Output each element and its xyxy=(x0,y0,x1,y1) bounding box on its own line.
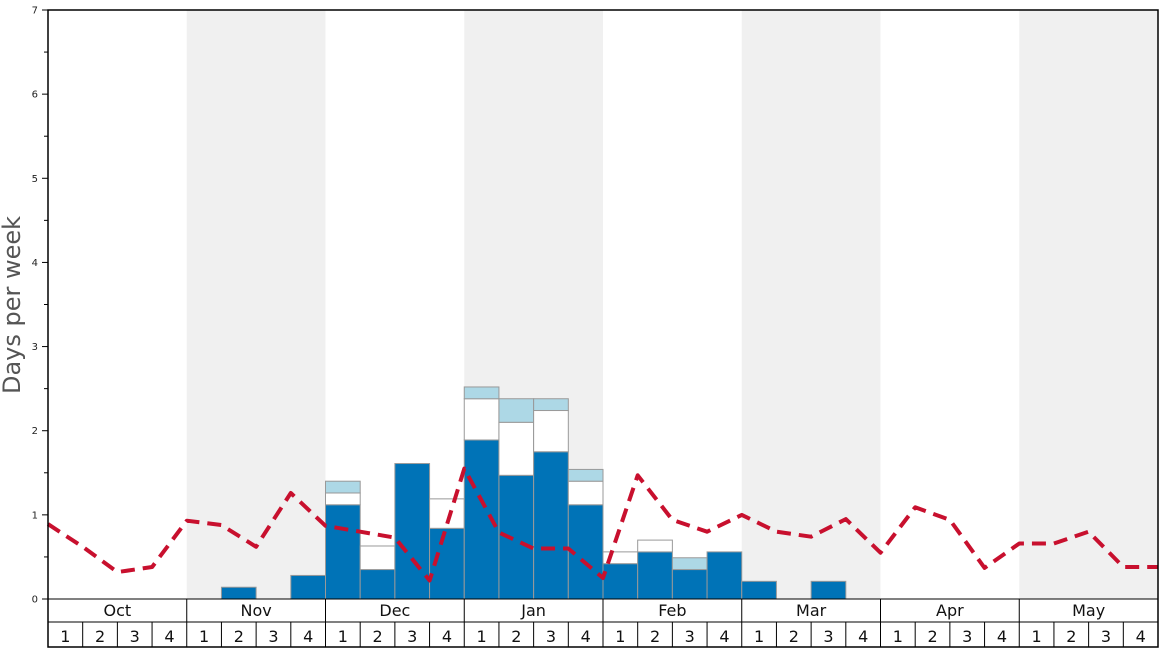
y-tick-label: 6 xyxy=(32,90,38,101)
week-label: 1 xyxy=(754,627,764,646)
bar-segment-1 xyxy=(325,504,361,600)
y-tick-label: 2 xyxy=(32,426,38,437)
week-label: 4 xyxy=(581,627,591,646)
week-label: 3 xyxy=(546,627,556,646)
week-label: 2 xyxy=(372,627,382,646)
bar-segment-1 xyxy=(394,463,431,600)
week-label: 3 xyxy=(962,627,972,646)
month-band xyxy=(1019,10,1158,599)
month-band xyxy=(741,10,881,599)
week-label: 2 xyxy=(95,627,105,646)
bar-segment-2 xyxy=(359,545,396,571)
month-label: May xyxy=(1072,601,1105,620)
week-label: 2 xyxy=(650,627,660,646)
month-bands xyxy=(186,10,1158,599)
bar-segment-1 xyxy=(220,586,257,600)
bar-segment-2 xyxy=(325,492,361,506)
bar-segment-1 xyxy=(533,451,569,600)
bar-segment-3 xyxy=(498,398,535,423)
bar-segment-1 xyxy=(741,580,777,600)
week-label: 2 xyxy=(234,627,244,646)
week-label: 3 xyxy=(407,627,417,646)
bar-segment-1 xyxy=(602,563,639,600)
bar-segment-2 xyxy=(429,498,465,529)
bar-segment-2 xyxy=(498,421,535,476)
week-label: 4 xyxy=(303,627,313,646)
bar-segment-1 xyxy=(359,569,396,600)
bar-segment-3 xyxy=(671,557,708,571)
week-label: 3 xyxy=(268,627,278,646)
week-label: 2 xyxy=(511,627,521,646)
month-label: Nov xyxy=(241,601,272,620)
week-label: 1 xyxy=(199,627,209,646)
week-label: 4 xyxy=(164,627,174,646)
trend-polyline xyxy=(46,466,1158,583)
y-axis-label: Days per week xyxy=(0,216,26,394)
bar-segment-1 xyxy=(671,569,708,600)
y-tick-label: 4 xyxy=(32,258,38,269)
bar-segment-3 xyxy=(533,398,569,412)
week-label: 4 xyxy=(719,627,729,646)
bar-segment-1 xyxy=(637,551,673,600)
month-label: Dec xyxy=(379,601,410,620)
bar-segment-2 xyxy=(463,398,500,441)
month-label: Mar xyxy=(796,601,827,620)
week-label: 1 xyxy=(338,627,348,646)
trend-line xyxy=(46,466,1158,583)
week-label: 4 xyxy=(1136,627,1146,646)
week-label: 2 xyxy=(1066,627,1076,646)
week-label: 1 xyxy=(615,627,625,646)
bar-segment-2 xyxy=(533,410,569,453)
bar-segment-1 xyxy=(290,574,326,600)
week-label: 2 xyxy=(927,627,937,646)
week-label: 3 xyxy=(130,627,140,646)
week-label: 4 xyxy=(997,627,1007,646)
y-tick-label: 5 xyxy=(32,174,38,185)
week-label: 4 xyxy=(858,627,868,646)
month-label: Feb xyxy=(658,601,686,620)
week-label: 4 xyxy=(442,627,452,646)
x-axis: Oct 1 2 3 4 Nov 1 2 3 4 Dec 1 2 3 4 Jan 1 2 3 4 Feb 1 2 3 4 Mar 1 2… xyxy=(60,599,1146,647)
bar-segment-3 xyxy=(567,468,604,482)
y-tick-label: 3 xyxy=(32,342,38,353)
bar-segment-2 xyxy=(637,539,673,553)
y-tick-label: 1 xyxy=(32,510,38,521)
week-label: 3 xyxy=(823,627,833,646)
bar-segment-1 xyxy=(706,551,743,600)
month-label: Apr xyxy=(936,601,964,620)
y-axis: 0 1 2 3 4 5 6 7 xyxy=(32,6,48,606)
month-band xyxy=(186,10,326,599)
week-label: 1 xyxy=(477,627,487,646)
week-label: 2 xyxy=(789,627,799,646)
bar-segment-3 xyxy=(463,386,500,400)
bar-segment-3 xyxy=(325,480,361,494)
y-tick-label: 0 xyxy=(32,595,38,606)
bar-segment-2 xyxy=(567,480,604,506)
week-label: 1 xyxy=(60,627,70,646)
bars xyxy=(220,386,847,600)
week-label: 1 xyxy=(1032,627,1042,646)
week-label: 1 xyxy=(893,627,903,646)
y-tick-label: 7 xyxy=(32,6,38,17)
week-label: 3 xyxy=(685,627,695,646)
month-label: Jan xyxy=(520,601,546,620)
bar-segment-1 xyxy=(810,580,847,600)
bar-segment-1 xyxy=(498,474,535,600)
week-label: 3 xyxy=(1101,627,1111,646)
month-label: Oct xyxy=(104,601,132,620)
